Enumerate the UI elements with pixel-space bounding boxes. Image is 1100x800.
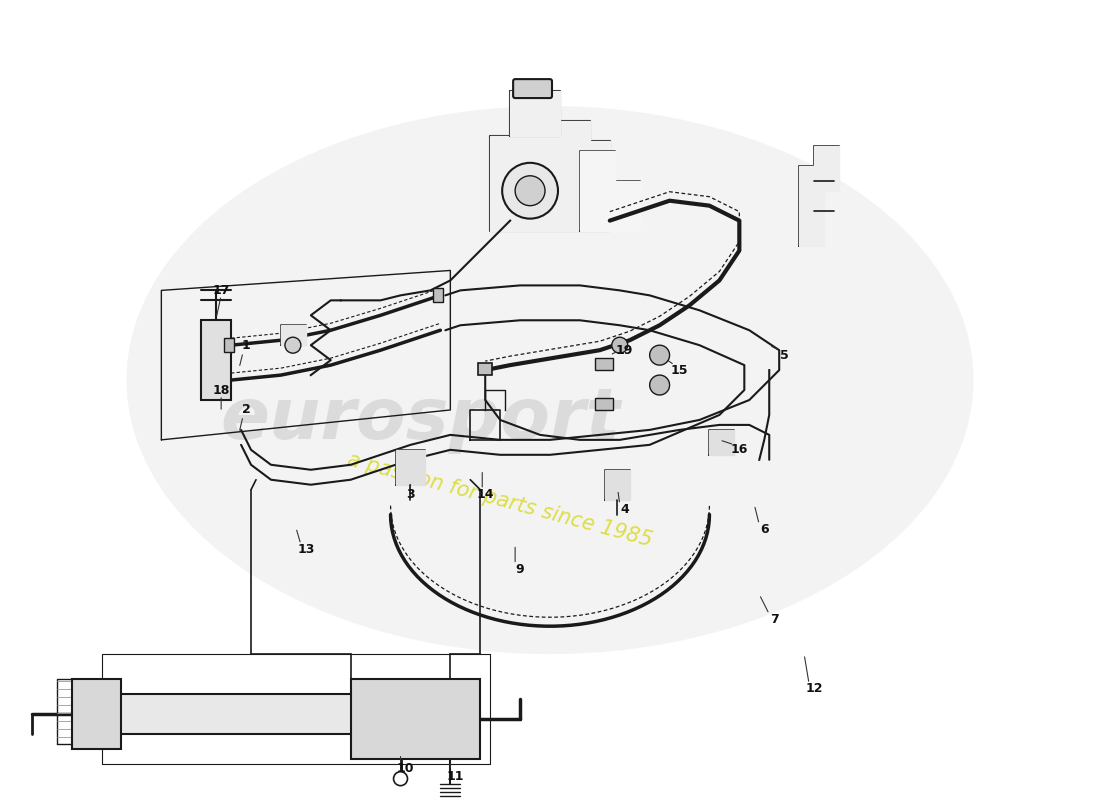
Polygon shape xyxy=(799,146,839,246)
Circle shape xyxy=(515,176,544,206)
FancyBboxPatch shape xyxy=(513,79,552,98)
Text: 17: 17 xyxy=(212,284,230,297)
Text: 9: 9 xyxy=(516,563,525,576)
Polygon shape xyxy=(605,470,629,500)
Text: 19: 19 xyxy=(616,344,634,357)
Polygon shape xyxy=(510,91,560,136)
Polygon shape xyxy=(491,121,609,230)
Polygon shape xyxy=(72,679,121,749)
Text: 6: 6 xyxy=(760,523,769,536)
Circle shape xyxy=(285,338,301,353)
Text: 15: 15 xyxy=(671,364,689,377)
Bar xyxy=(201,320,231,400)
Polygon shape xyxy=(351,679,481,758)
Text: 16: 16 xyxy=(730,443,748,456)
Text: 7: 7 xyxy=(770,613,779,626)
Polygon shape xyxy=(101,694,450,734)
Circle shape xyxy=(650,375,670,395)
Text: 14: 14 xyxy=(476,488,494,501)
Bar xyxy=(224,338,234,352)
Text: 18: 18 xyxy=(212,383,230,397)
Bar xyxy=(595,398,613,410)
Text: 13: 13 xyxy=(297,543,315,556)
Text: 3: 3 xyxy=(406,488,415,501)
Polygon shape xyxy=(396,450,426,485)
Circle shape xyxy=(612,338,628,353)
Bar xyxy=(433,288,443,302)
Text: 10: 10 xyxy=(397,762,415,775)
Polygon shape xyxy=(710,430,735,455)
Bar xyxy=(478,363,492,375)
Text: 4: 4 xyxy=(620,503,629,516)
Text: 11: 11 xyxy=(447,770,464,783)
Bar xyxy=(595,358,613,370)
Text: 1: 1 xyxy=(242,338,251,352)
Text: a passion for parts since 1985: a passion for parts since 1985 xyxy=(345,450,654,550)
Text: 12: 12 xyxy=(805,682,823,695)
Text: 5: 5 xyxy=(780,349,789,362)
Circle shape xyxy=(650,345,670,365)
Circle shape xyxy=(503,163,558,218)
Ellipse shape xyxy=(126,106,974,654)
Polygon shape xyxy=(580,151,640,230)
Circle shape xyxy=(394,772,407,786)
Text: 2: 2 xyxy=(242,403,251,417)
Text: eurosport: eurosport xyxy=(220,386,620,454)
Polygon shape xyxy=(280,326,306,345)
